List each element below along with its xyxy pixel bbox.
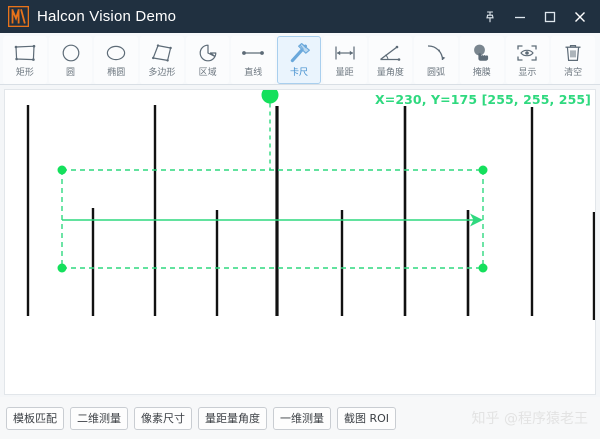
roi-handle-bottom-right[interactable] <box>478 263 488 273</box>
rectangle-icon <box>10 40 40 67</box>
window-title: Halcon Vision Demo <box>37 8 177 25</box>
minimize-button[interactable] <box>506 3 534 31</box>
halcon-w-logo-icon <box>8 6 29 27</box>
tool-clear-label: 清空 <box>564 67 583 78</box>
roi-handle-top-left[interactable] <box>57 165 67 175</box>
tool-rectangle[interactable]: 矩形 <box>3 35 47 84</box>
tool-line[interactable]: 直线 <box>231 35 276 84</box>
ellipse-icon <box>101 40 131 67</box>
btn-pixel-size[interactable]: 像素尺寸 <box>134 406 192 430</box>
tool-ellipse[interactable]: 椭圆 <box>94 35 139 84</box>
maximize-button[interactable] <box>536 3 564 31</box>
trash-icon <box>558 40 588 67</box>
roi-handle-bottom-left[interactable] <box>57 263 67 273</box>
btn-1d-measure[interactable]: 一维测量 <box>273 406 331 430</box>
polygon-icon <box>147 40 177 67</box>
watermark: 知乎 @程序猿老王 <box>471 411 588 427</box>
tool-toolbar: 矩形 圆 椭圆 多边形 <box>0 33 600 85</box>
btn-template-match[interactable]: 模板匹配 <box>6 406 64 430</box>
tool-rectangle-label: 矩形 <box>15 67 34 78</box>
caliper-icon <box>284 40 314 67</box>
circle-icon <box>56 40 86 67</box>
line-icon <box>238 40 268 67</box>
region-icon <box>193 40 223 67</box>
tool-arc-label: 圆弧 <box>427 67 446 78</box>
pin-button[interactable] <box>476 3 504 31</box>
tool-polygon-label: 多边形 <box>148 67 176 78</box>
btn-screenshot-roi[interactable]: 截图 ROI <box>337 406 397 430</box>
tool-clear[interactable]: 清空 <box>551 35 595 84</box>
tool-ellipse-label: 椭圆 <box>107 67 126 78</box>
tool-display[interactable]: 显示 <box>505 35 550 84</box>
tool-measure-distance-label: 量距 <box>335 67 354 78</box>
mask-icon <box>467 40 497 67</box>
display-icon <box>512 40 542 67</box>
measurement-overlay[interactable] <box>5 90 596 395</box>
measure-distance-icon <box>330 40 360 67</box>
title-bar: Halcon Vision Demo <box>0 0 600 33</box>
tool-measure-distance[interactable]: 量距 <box>322 35 367 84</box>
tool-mask[interactable]: 掩膜 <box>459 35 504 84</box>
image-canvas[interactable]: X=230, Y=175 [255, 255, 255] <box>4 89 596 395</box>
btn-distance-angle[interactable]: 量距量角度 <box>198 406 267 430</box>
tool-mask-label: 掩膜 <box>472 67 491 78</box>
canvas-area: X=230, Y=175 [255, 255, 255] <box>0 85 600 397</box>
tool-region[interactable]: 区域 <box>185 35 230 84</box>
tool-caliper-label: 卡尺 <box>289 67 308 78</box>
bottom-action-bar: 模板匹配 二维测量 像素尺寸 量距量角度 一维测量 截图 ROI 知乎 @程序猿… <box>0 397 600 439</box>
caliper-axis-arrow-icon <box>470 213 483 227</box>
measure-angle-icon <box>375 40 405 67</box>
arc-icon <box>421 40 451 67</box>
btn-2d-measure[interactable]: 二维测量 <box>70 406 128 430</box>
tool-circle[interactable]: 圆 <box>48 35 93 84</box>
tool-region-label: 区域 <box>198 67 217 78</box>
close-button[interactable] <box>566 3 594 31</box>
tool-measure-angle[interactable]: 量角度 <box>368 35 413 84</box>
tool-line-label: 直线 <box>244 67 263 78</box>
tool-arc[interactable]: 圆弧 <box>414 35 458 84</box>
window-controls <box>476 3 594 31</box>
tool-display-label: 显示 <box>518 67 537 78</box>
roi-rotation-handle[interactable] <box>261 90 279 104</box>
roi-handle-top-right[interactable] <box>478 165 488 175</box>
tool-polygon[interactable]: 多边形 <box>140 35 184 84</box>
tool-measure-angle-label: 量角度 <box>376 67 404 78</box>
coordinate-readout: X=230, Y=175 [255, 255, 255] <box>375 92 591 107</box>
tool-circle-label: 圆 <box>66 67 76 78</box>
tool-caliper[interactable]: 卡尺 <box>277 35 321 84</box>
